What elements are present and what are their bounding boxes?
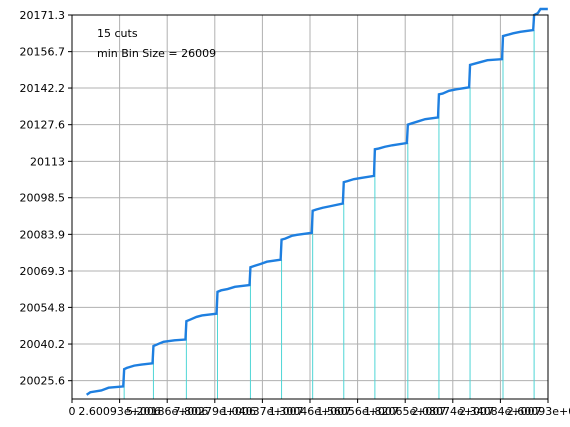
y-tick-label: 20040.2 — [20, 338, 66, 351]
grid-lines — [71, 14, 549, 399]
y-tick-label: 20171.3 — [20, 9, 66, 22]
x-tick-label: 1.56056e+007 — [316, 405, 398, 418]
x-axis-ticks: 0 2.60093e+0065.20186e+0067.80279e+0061.0… — [69, 399, 570, 418]
y-tick-label: 20127.6 — [20, 119, 66, 132]
x-tick-label: 2.08074e+007 — [412, 405, 494, 418]
y-tick-label: 20142.2 — [20, 82, 66, 95]
series-line — [85, 7, 548, 396]
y-tick-label: 20113 — [30, 155, 65, 168]
x-tick-label: 1.82065e+007 — [364, 405, 446, 418]
y-tick-label: 20025.6 — [20, 375, 66, 388]
x-tick-label: 1.04037e+007 — [221, 405, 303, 418]
x-tick-label: 5.20186e+006 — [126, 405, 208, 418]
x-tick-label: 0 — [69, 405, 76, 418]
x-tick-label: 2.60093e+006 — [78, 405, 160, 418]
y-tick-label: 20156.7 — [20, 46, 66, 59]
annotation-cuts: 15 cuts — [97, 27, 138, 40]
y-axis-ticks: 20171.3 20156.7 20142.2 20127.6 20113 20098.5… — [20, 9, 72, 388]
x-tick-label: 1.30046e+007 — [269, 405, 351, 418]
y-tick-label: 20083.9 — [20, 228, 66, 241]
x-tick-label: 2.60093e+007 — [507, 405, 570, 418]
x-tick-label: 2.34084e+007 — [459, 405, 541, 418]
x-tick-label: 7.80279e+006 — [174, 405, 256, 418]
y-tick-label: 20098.5 — [20, 192, 66, 205]
y-tick-label: 20054.8 — [20, 301, 66, 314]
annotation-min-bin-size: min Bin Size = 26009 — [97, 47, 216, 60]
y-tick-label: 20069.3 — [20, 265, 66, 278]
